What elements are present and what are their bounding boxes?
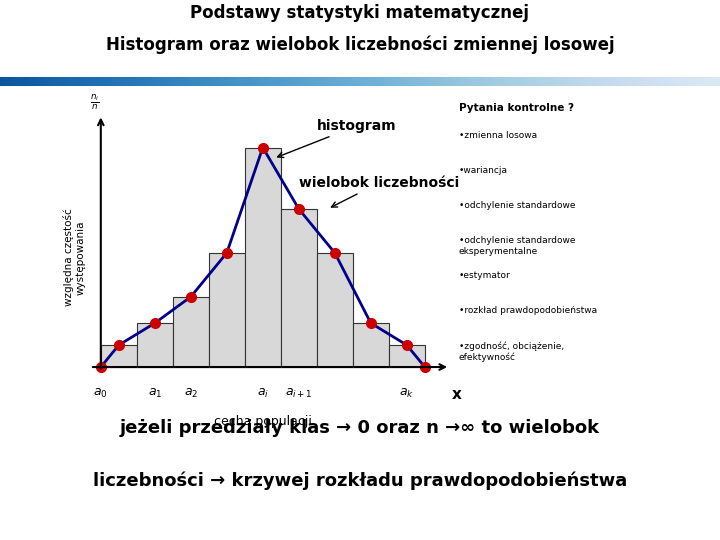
Bar: [245, 147, 281, 367]
Text: $a_{i+1}$: $a_{i+1}$: [285, 387, 312, 400]
Bar: [137, 323, 173, 367]
Text: $a_i$: $a_i$: [257, 387, 269, 400]
Text: wielobok liczebności: wielobok liczebności: [299, 176, 459, 207]
Bar: [173, 297, 209, 367]
Text: liczebności → krzywej rozkładu prawdopodobieństwa: liczebności → krzywej rozkładu prawdopod…: [93, 472, 627, 490]
Text: •odchylenie standardowe: •odchylenie standardowe: [459, 201, 575, 210]
Text: •odchylenie standardowe
eksperymentalne: •odchylenie standardowe eksperymentalne: [459, 236, 575, 255]
Text: •estymator: •estymator: [459, 271, 510, 280]
Text: względna częstość
występowania: względna częstość występowania: [63, 208, 85, 306]
Text: $a_k$: $a_k$: [400, 387, 414, 400]
Text: Pytania kontrolne ?: Pytania kontrolne ?: [459, 103, 574, 113]
Text: jeżeli przedziały klas → 0 oraz n →∞ to wielobok: jeżeli przedziały klas → 0 oraz n →∞ to …: [120, 419, 600, 437]
Bar: [389, 345, 425, 367]
Bar: [209, 253, 245, 367]
Bar: [101, 345, 137, 367]
Text: $a_2$: $a_2$: [184, 387, 198, 400]
Bar: [281, 209, 317, 367]
Text: Podstawy statystyki matematycznej: Podstawy statystyki matematycznej: [191, 4, 529, 22]
Text: cecha populacji: cecha populacji: [214, 415, 312, 428]
Text: $\frac{n_i}{n}$: $\frac{n_i}{n}$: [90, 93, 99, 112]
Text: $a_1$: $a_1$: [148, 387, 162, 400]
Text: •zgodność, obciążenie,
efektywność: •zgodność, obciążenie, efektywność: [459, 341, 564, 362]
Text: •rozkład prawdopodobieństwa: •rozkład prawdopodobieństwa: [459, 306, 597, 315]
Text: •zmienna losowa: •zmienna losowa: [459, 131, 537, 140]
Bar: [353, 323, 389, 367]
Text: $a_0$: $a_0$: [94, 387, 108, 400]
Text: histogram: histogram: [278, 119, 397, 158]
Text: Histogram oraz wielobok liczebności zmiennej losowej: Histogram oraz wielobok liczebności zmie…: [106, 35, 614, 54]
Bar: [317, 253, 353, 367]
Text: •wariancja: •wariancja: [459, 166, 508, 175]
Text: x: x: [452, 387, 462, 402]
